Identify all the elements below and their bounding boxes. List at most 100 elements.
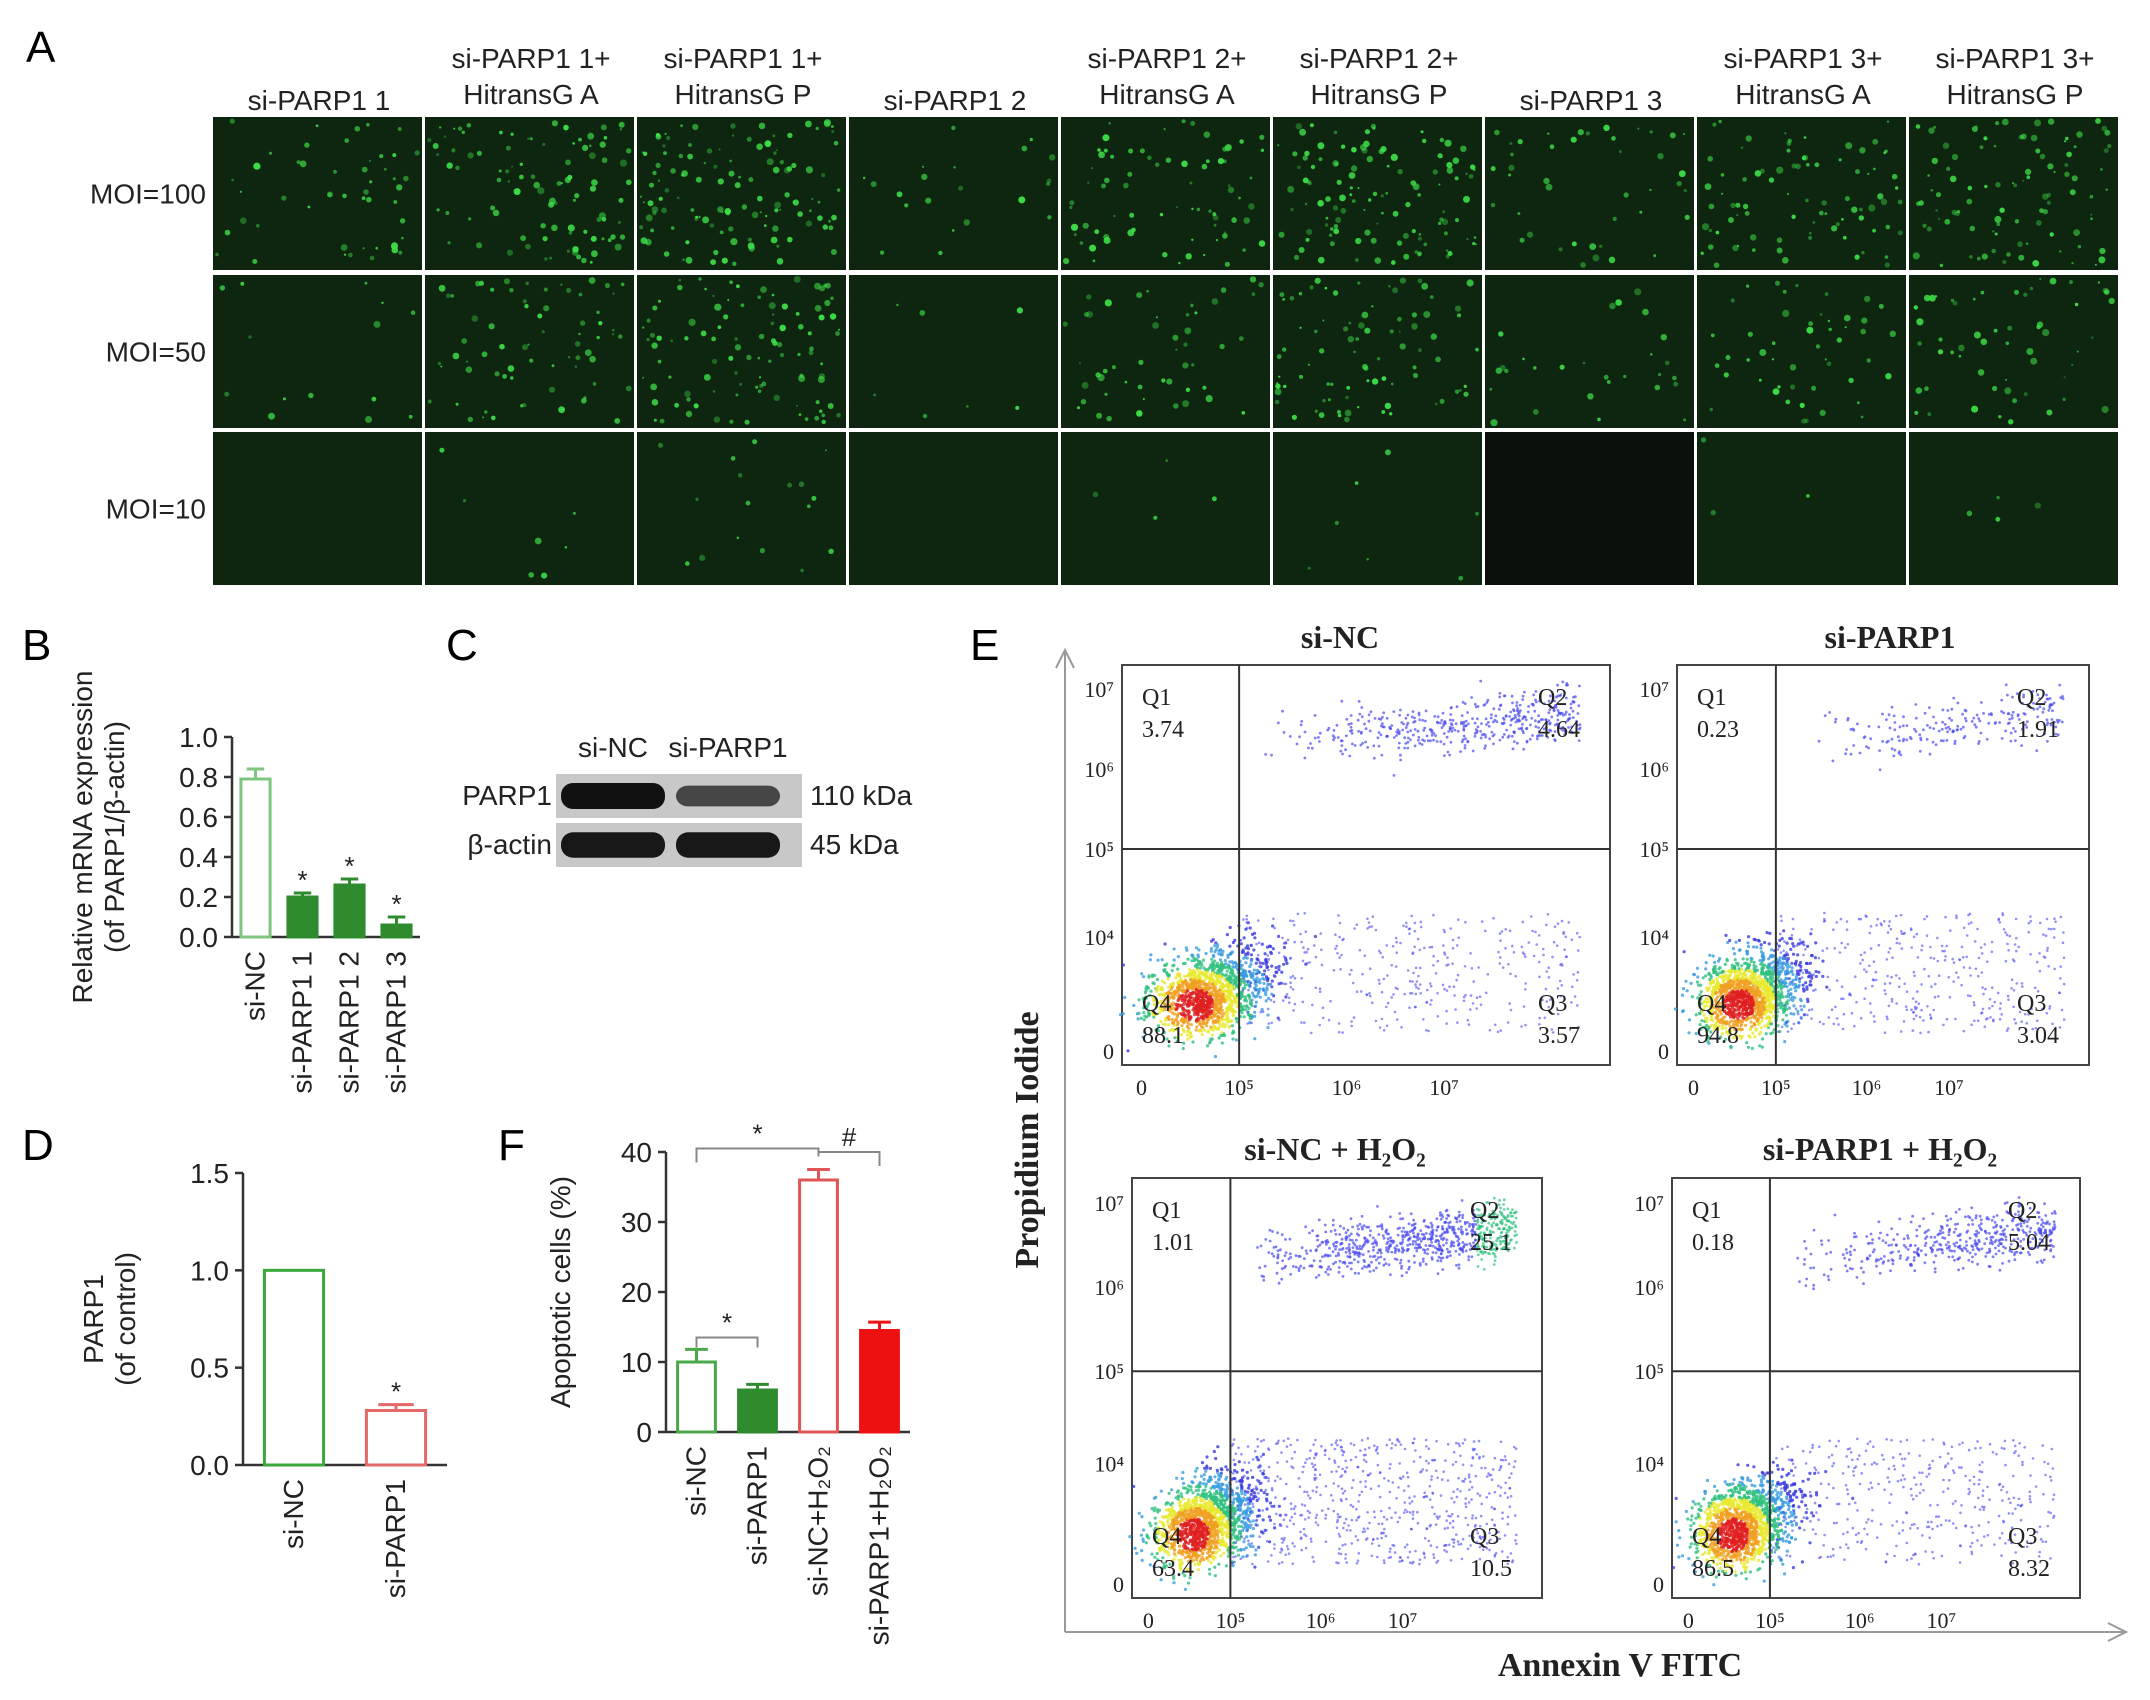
fluorescent-cell: [731, 456, 736, 461]
fluorescent-cell: [811, 198, 813, 200]
flow-event: [1442, 712, 1445, 715]
fluorescent-cell: [966, 405, 969, 408]
flow-event: [1156, 978, 1159, 981]
flow-event: [1508, 715, 1511, 718]
fluorescent-cell: [1510, 153, 1514, 157]
fluorescent-cell: [1716, 231, 1720, 235]
fluorescent-cell: [411, 310, 416, 315]
quadrant-name: Q4: [1142, 991, 1171, 1017]
flow-event: [1386, 974, 1389, 977]
flow-event: [1521, 946, 1524, 949]
flow-event: [1565, 711, 1568, 714]
fluorescent-cell: [1216, 239, 1218, 241]
flow-event: [1463, 721, 1466, 724]
flow-event: [1787, 989, 1790, 992]
flow-event: [1361, 715, 1364, 718]
flow-event: [1242, 918, 1245, 921]
fluorescent-cell: [1649, 189, 1651, 191]
flow-event: [1475, 728, 1478, 731]
fluorescent-cell: [1327, 382, 1330, 385]
fluorescent-cell: [1080, 241, 1084, 245]
fluorescent-cell: [1315, 278, 1321, 284]
fluorescent-cell: [554, 201, 558, 205]
flow-event: [1182, 986, 1185, 989]
fluorescent-cell: [1787, 149, 1791, 153]
flow-event: [1333, 729, 1336, 732]
fluorescent-cell: [1326, 217, 1329, 220]
flow-event: [1222, 990, 1225, 993]
fluorescent-cell: [2036, 325, 2040, 329]
flow-event: [1171, 969, 1174, 972]
flow-event: [1785, 969, 1788, 972]
flow-event: [1759, 959, 1762, 962]
fluorescent-cell: [1868, 204, 1875, 211]
y-axis-title: Relative mRNA expression: [67, 670, 98, 1003]
fluorescent-cell: [674, 403, 679, 408]
flow-event: [1441, 726, 1444, 729]
flow-event: [1164, 964, 1167, 967]
micrograph-r2-c6: [1273, 275, 1482, 428]
fluorescent-cell: [248, 335, 251, 338]
fluorescent-cell: [493, 210, 500, 217]
fluorescent-cell: [542, 330, 545, 333]
flow-event: [1811, 954, 1814, 957]
fluorescent-cell: [1299, 129, 1306, 136]
x-tick-label: 10⁵: [1224, 1075, 1254, 1100]
fluorescent-cell: [1292, 151, 1297, 156]
fluorescent-cell: [1464, 385, 1467, 388]
fluorescent-cell: [1345, 410, 1352, 417]
fluorescent-cell: [1463, 196, 1470, 203]
flow-event: [1214, 950, 1217, 953]
flow-event: [1337, 736, 1340, 739]
category-label: si-PARP1: [380, 1479, 411, 1598]
fluorescent-cell: [1829, 328, 1832, 331]
fluorescent-cell: [736, 284, 740, 288]
flow-event: [1783, 954, 1786, 957]
fluorescent-cell: [646, 214, 653, 221]
fluorescent-cell: [1438, 222, 1441, 225]
flow-event: [1267, 997, 1270, 1000]
fluorescent-cell: [1405, 202, 1410, 207]
fluorescent-cell: [409, 415, 413, 419]
fluorescent-cell: [1772, 341, 1776, 345]
flow-event: [1761, 1016, 1764, 1019]
flow-event: [1439, 722, 1442, 725]
flow-event: [1439, 740, 1442, 743]
fluorescent-cell: [1112, 365, 1116, 369]
fluorescent-cell: [1705, 183, 1712, 190]
flow-event: [1289, 919, 1292, 922]
fluorescent-cell: [1391, 154, 1398, 161]
flow-event: [1390, 724, 1393, 727]
flow-event: [1523, 691, 1526, 694]
fluorescent-cell: [455, 166, 460, 171]
flow-event: [1424, 720, 1427, 723]
fluorescent-cell: [1440, 138, 1444, 142]
fluorescent-cell: [456, 403, 459, 406]
fluorescent-cell: [1362, 312, 1369, 319]
fluorescent-cell: [1679, 170, 1686, 177]
flow-event: [1499, 692, 1502, 695]
fluorescent-cell: [824, 300, 830, 306]
flow-event: [1700, 1019, 1703, 1022]
fluorescent-cell: [1475, 348, 1479, 352]
fluorescent-cell: [776, 245, 779, 248]
fluorescent-cell: [1249, 177, 1252, 180]
fluorescent-cell: [561, 408, 564, 411]
fluorescent-cell: [742, 204, 747, 209]
flow-event: [1254, 1005, 1257, 1008]
flow-event: [1369, 967, 1372, 970]
fluorescent-cell: [468, 417, 473, 422]
fluorescent-cell: [712, 295, 714, 297]
fluorescent-cell: [510, 133, 513, 136]
fluorescent-cell: [580, 320, 585, 325]
flow-event: [1734, 958, 1737, 961]
flow-event: [1395, 987, 1398, 990]
fluorescent-cell: [1299, 247, 1305, 253]
fluorescent-cell: [723, 314, 728, 319]
significance-mark: *: [344, 851, 354, 881]
fluorescent-cell: [1351, 165, 1357, 171]
fluorescent-cell: [499, 344, 505, 350]
fluorescent-cell: [1980, 145, 1984, 149]
fluorescent-cell: [685, 240, 689, 244]
flow-event: [1342, 938, 1345, 941]
